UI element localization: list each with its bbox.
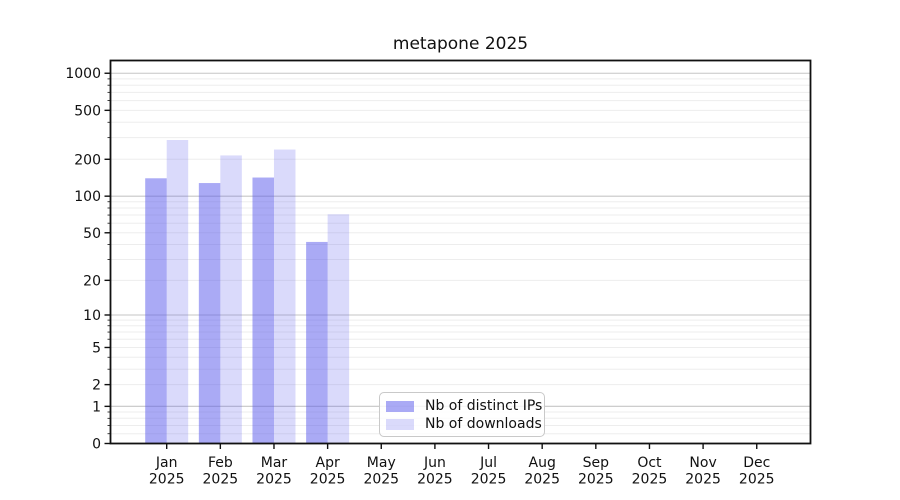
x-tick-label-month: Mar <box>261 455 288 471</box>
y-tick-label: 200 <box>74 152 101 168</box>
legend-swatch-downloads-icon <box>386 418 414 430</box>
x-tick-label-year: 2025 <box>256 472 292 488</box>
legend-label: Nb of distinct IPs <box>425 398 543 414</box>
bar-downloads <box>166 140 189 444</box>
legend-swatch-distinct-ips-icon <box>386 400 414 412</box>
x-tick-label-month: Jul <box>479 455 497 471</box>
legend-label: Nb of downloads <box>425 416 542 432</box>
x-tick-label-month: Jan <box>155 455 178 471</box>
x-tick-label-month: Sep <box>583 455 610 471</box>
y-tick-label: 50 <box>83 226 101 242</box>
x-tick-label-year: 2025 <box>685 472 721 488</box>
y-tick-label: 10 <box>83 308 101 324</box>
bar-downloads <box>327 214 350 444</box>
x-tick-label-year: 2025 <box>524 472 560 488</box>
x-tick-label-month: Jun <box>423 455 446 471</box>
y-tick-label: 1000 <box>65 66 101 82</box>
bar-downloads <box>273 149 296 444</box>
y-tick-label: 2 <box>92 378 101 394</box>
x-tick-label-month: Feb <box>208 455 233 471</box>
bar-distinct-ips <box>198 183 221 444</box>
x-tick-label-year: 2025 <box>739 472 775 488</box>
x-tick-label-year: 2025 <box>203 472 239 488</box>
x-tick-label-month: Aug <box>529 455 556 471</box>
x-tick-label-month: Nov <box>689 455 716 471</box>
x-tick-label-month: Oct <box>637 455 662 471</box>
bar-downloads <box>220 155 242 444</box>
x-tick-label-year: 2025 <box>632 472 668 488</box>
legend-box: Nb of distinct IPs Nb of downloads <box>379 392 545 437</box>
x-tick-label-month: Dec <box>743 455 770 471</box>
legend-item-downloads: Nb of downloads <box>386 415 542 433</box>
x-tick-label-year: 2025 <box>471 472 507 488</box>
y-tick-label: 1 <box>92 399 101 415</box>
bar-distinct-ips <box>252 177 274 444</box>
x-tick-label-month: May <box>367 455 396 471</box>
x-tick-label-year: 2025 <box>363 472 399 488</box>
x-tick-label-year: 2025 <box>578 472 614 488</box>
bar-distinct-ips <box>306 241 328 444</box>
x-tick-label-month: Apr <box>316 455 340 471</box>
y-tick-label: 0 <box>92 437 101 453</box>
y-tick-label: 5 <box>92 340 101 356</box>
chart-title: metapone 2025 <box>392 34 529 54</box>
x-tick-label-year: 2025 <box>149 472 185 488</box>
x-tick-label-year: 2025 <box>310 472 346 488</box>
legend-item-distinct-ips: Nb of distinct IPs <box>386 397 542 415</box>
plot-border <box>109 59 812 445</box>
y-tick-label: 500 <box>74 103 101 119</box>
y-tick-label: 20 <box>83 273 101 289</box>
bar-distinct-ips <box>145 178 167 444</box>
x-tick-label-year: 2025 <box>417 472 453 488</box>
y-tick-label: 100 <box>74 189 101 205</box>
